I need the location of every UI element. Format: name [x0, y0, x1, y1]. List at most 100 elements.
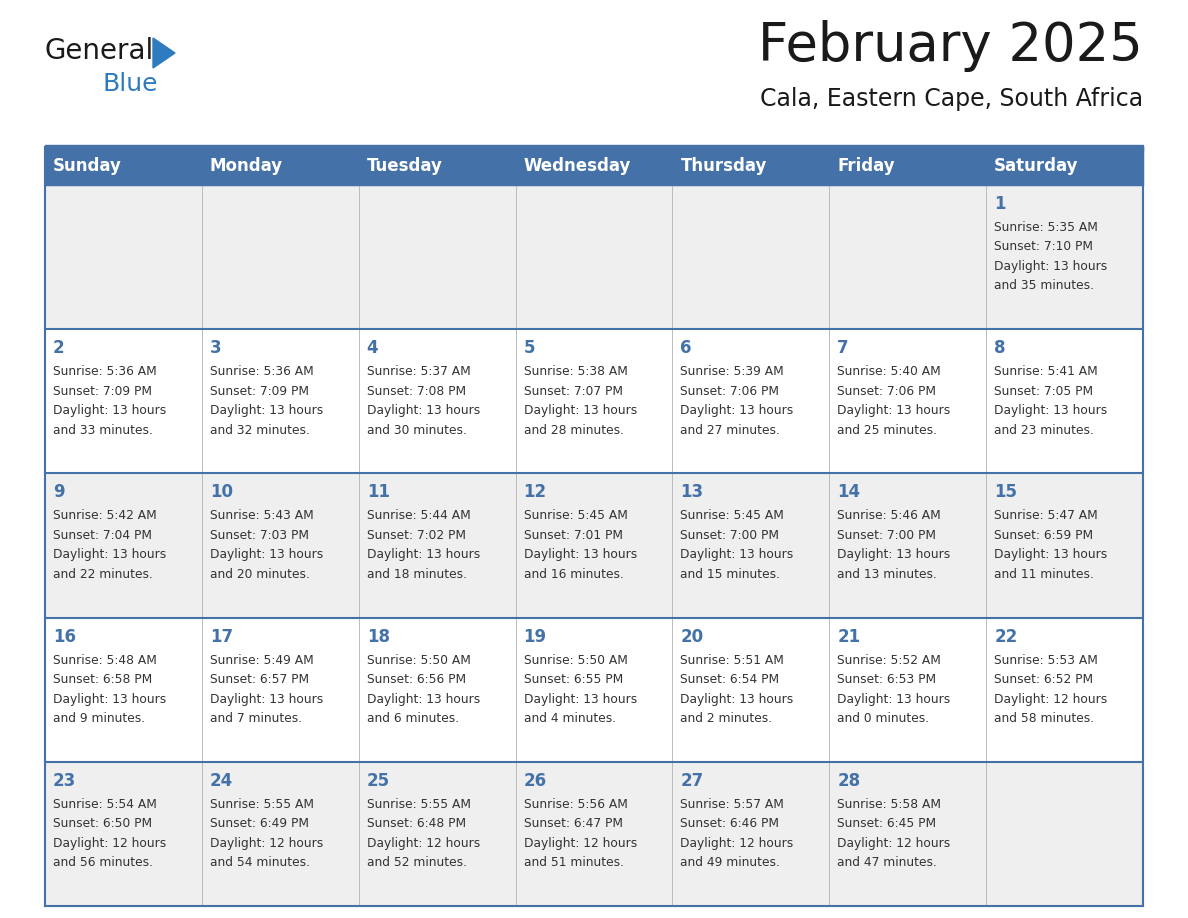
Text: Sunrise: 5:54 AM: Sunrise: 5:54 AM: [53, 798, 157, 811]
Text: Sunrise: 5:47 AM: Sunrise: 5:47 AM: [994, 509, 1098, 522]
Text: Sunset: 6:54 PM: Sunset: 6:54 PM: [681, 673, 779, 686]
Text: February 2025: February 2025: [758, 20, 1143, 72]
Text: and 32 minutes.: and 32 minutes.: [210, 424, 310, 437]
Text: 10: 10: [210, 484, 233, 501]
Text: 20: 20: [681, 628, 703, 645]
Bar: [986, 147, 1143, 185]
Text: Daylight: 13 hours: Daylight: 13 hours: [838, 692, 950, 706]
Text: Sunset: 7:09 PM: Sunset: 7:09 PM: [210, 385, 309, 397]
Text: 25: 25: [367, 772, 390, 789]
Bar: [829, 474, 986, 618]
Bar: [45, 762, 202, 906]
Text: 12: 12: [524, 484, 546, 501]
Text: Sunrise: 5:45 AM: Sunrise: 5:45 AM: [681, 509, 784, 522]
Text: Sunset: 6:58 PM: Sunset: 6:58 PM: [53, 673, 152, 686]
Text: Daylight: 13 hours: Daylight: 13 hours: [367, 404, 480, 417]
Bar: [829, 185, 986, 330]
Text: and 2 minutes.: and 2 minutes.: [681, 712, 772, 725]
Text: Daylight: 13 hours: Daylight: 13 hours: [994, 404, 1107, 417]
Bar: [672, 762, 829, 906]
Text: Sunrise: 5:42 AM: Sunrise: 5:42 AM: [53, 509, 157, 522]
Text: and 51 minutes.: and 51 minutes.: [524, 856, 624, 869]
Bar: [986, 618, 1143, 762]
Text: and 7 minutes.: and 7 minutes.: [210, 712, 302, 725]
Text: 7: 7: [838, 339, 849, 357]
Text: 2: 2: [53, 339, 64, 357]
Bar: [202, 762, 359, 906]
Text: Sunrise: 5:44 AM: Sunrise: 5:44 AM: [367, 509, 470, 522]
Text: and 35 minutes.: and 35 minutes.: [994, 279, 1094, 293]
Bar: [829, 147, 986, 185]
Text: and 58 minutes.: and 58 minutes.: [994, 712, 1094, 725]
Text: Sunset: 7:02 PM: Sunset: 7:02 PM: [367, 529, 466, 542]
Text: 14: 14: [838, 484, 860, 501]
Text: Sunrise: 5:52 AM: Sunrise: 5:52 AM: [838, 654, 941, 666]
Text: Sunset: 7:00 PM: Sunset: 7:00 PM: [838, 529, 936, 542]
Bar: [202, 147, 359, 185]
Text: Sunset: 7:08 PM: Sunset: 7:08 PM: [367, 385, 466, 397]
Text: Sunrise: 5:39 AM: Sunrise: 5:39 AM: [681, 365, 784, 378]
Text: and 47 minutes.: and 47 minutes.: [838, 856, 937, 869]
Bar: [672, 330, 829, 474]
Text: Sunset: 7:07 PM: Sunset: 7:07 PM: [524, 385, 623, 397]
Text: and 13 minutes.: and 13 minutes.: [838, 568, 937, 581]
Text: 8: 8: [994, 339, 1006, 357]
Text: 11: 11: [367, 484, 390, 501]
Text: and 56 minutes.: and 56 minutes.: [53, 856, 153, 869]
Text: and 27 minutes.: and 27 minutes.: [681, 424, 781, 437]
Text: Sunset: 6:57 PM: Sunset: 6:57 PM: [210, 673, 309, 686]
Bar: [986, 330, 1143, 474]
Text: and 20 minutes.: and 20 minutes.: [210, 568, 310, 581]
Text: and 49 minutes.: and 49 minutes.: [681, 856, 781, 869]
Text: Daylight: 13 hours: Daylight: 13 hours: [53, 404, 166, 417]
Text: and 9 minutes.: and 9 minutes.: [53, 712, 145, 725]
Text: Daylight: 13 hours: Daylight: 13 hours: [524, 692, 637, 706]
Text: Sunday: Sunday: [53, 157, 122, 175]
Text: Sunrise: 5:50 AM: Sunrise: 5:50 AM: [367, 654, 470, 666]
Bar: [516, 762, 672, 906]
Text: Daylight: 13 hours: Daylight: 13 hours: [53, 548, 166, 562]
Text: Sunset: 6:45 PM: Sunset: 6:45 PM: [838, 817, 936, 830]
Text: 5: 5: [524, 339, 535, 357]
Text: Sunrise: 5:37 AM: Sunrise: 5:37 AM: [367, 365, 470, 378]
Bar: [202, 618, 359, 762]
Text: 3: 3: [210, 339, 221, 357]
Bar: [45, 145, 1143, 151]
Text: 28: 28: [838, 772, 860, 789]
Text: Daylight: 12 hours: Daylight: 12 hours: [210, 837, 323, 850]
Text: 22: 22: [994, 628, 1017, 645]
Bar: [672, 185, 829, 330]
Text: and 25 minutes.: and 25 minutes.: [838, 424, 937, 437]
Text: Sunset: 6:49 PM: Sunset: 6:49 PM: [210, 817, 309, 830]
Text: Daylight: 13 hours: Daylight: 13 hours: [681, 548, 794, 562]
Bar: [516, 185, 672, 330]
Text: and 16 minutes.: and 16 minutes.: [524, 568, 624, 581]
Text: Daylight: 12 hours: Daylight: 12 hours: [994, 692, 1107, 706]
Text: 16: 16: [53, 628, 76, 645]
Bar: [516, 330, 672, 474]
Text: Sunset: 7:01 PM: Sunset: 7:01 PM: [524, 529, 623, 542]
Bar: [202, 185, 359, 330]
Text: Blue: Blue: [103, 72, 158, 96]
Text: Daylight: 13 hours: Daylight: 13 hours: [524, 404, 637, 417]
Text: Daylight: 13 hours: Daylight: 13 hours: [681, 692, 794, 706]
Text: Sunset: 6:50 PM: Sunset: 6:50 PM: [53, 817, 152, 830]
Text: 24: 24: [210, 772, 233, 789]
Bar: [359, 762, 516, 906]
Bar: [829, 330, 986, 474]
Text: Tuesday: Tuesday: [367, 157, 443, 175]
Text: 19: 19: [524, 628, 546, 645]
Bar: [516, 474, 672, 618]
Text: 17: 17: [210, 628, 233, 645]
Text: Sunset: 7:06 PM: Sunset: 7:06 PM: [681, 385, 779, 397]
Text: Daylight: 13 hours: Daylight: 13 hours: [53, 692, 166, 706]
Bar: [359, 618, 516, 762]
Bar: [359, 474, 516, 618]
Text: Sunset: 6:47 PM: Sunset: 6:47 PM: [524, 817, 623, 830]
Text: Monday: Monday: [210, 157, 283, 175]
Text: Sunrise: 5:36 AM: Sunrise: 5:36 AM: [210, 365, 314, 378]
Text: Sunrise: 5:50 AM: Sunrise: 5:50 AM: [524, 654, 627, 666]
Text: Sunrise: 5:56 AM: Sunrise: 5:56 AM: [524, 798, 627, 811]
Text: 26: 26: [524, 772, 546, 789]
Bar: [672, 474, 829, 618]
